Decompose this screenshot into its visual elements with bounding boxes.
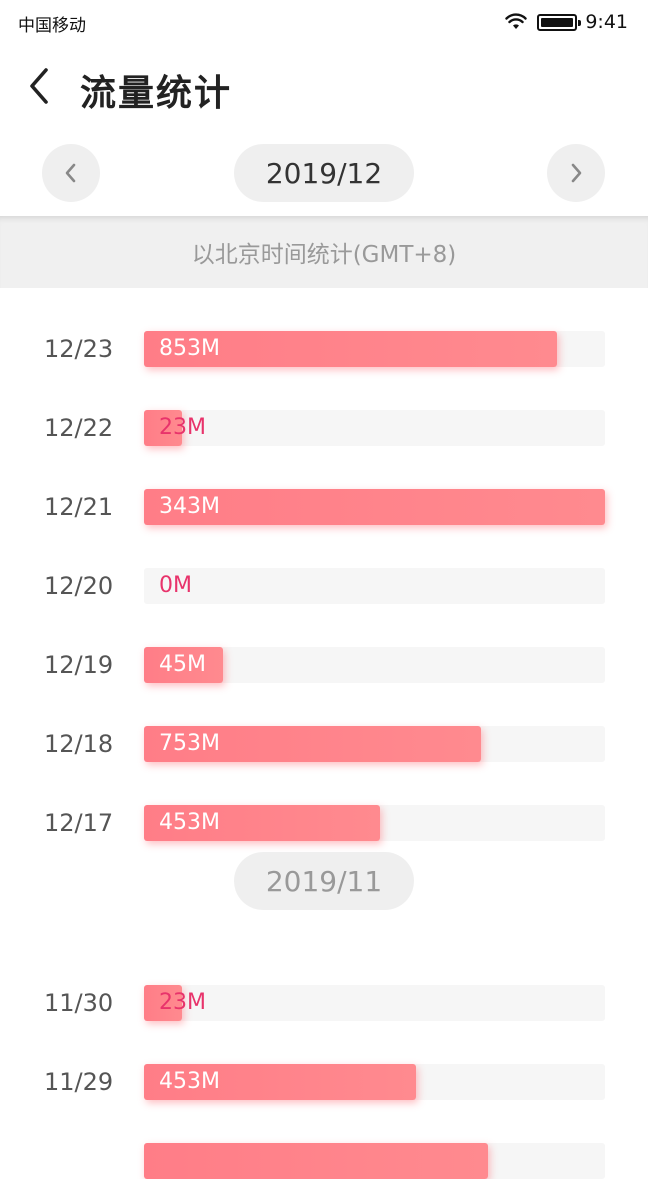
- usage-value: 453M: [159, 810, 220, 835]
- usage-bar-track: 853M: [144, 331, 605, 367]
- usage-bar-fill: [144, 726, 481, 762]
- timezone-note: 以北京时间统计(GMT+8): [0, 216, 648, 288]
- status-icons: 9:41: [505, 9, 628, 35]
- next-month-button[interactable]: [547, 144, 605, 202]
- usage-bar-fill: [144, 410, 182, 446]
- chevron-left-icon: [65, 163, 76, 183]
- usage-value: 23M: [159, 415, 206, 440]
- carrier-label: 中国移动: [18, 16, 86, 36]
- usage-bar-fill: [144, 1064, 416, 1100]
- usage-value: 45M: [159, 652, 206, 677]
- usage-row: [0, 1143, 648, 1179]
- usage-value: 453M: [159, 1069, 220, 1094]
- usage-row: 12/23 853M: [0, 331, 648, 367]
- battery-icon: [537, 13, 582, 31]
- usage-bar-track: 23M: [144, 410, 605, 446]
- usage-row: 11/30 23M: [0, 985, 648, 1021]
- usage-date: 12/18: [44, 730, 114, 758]
- usage-row: 12/20 0M: [0, 568, 648, 604]
- usage-bar-fill: [144, 489, 605, 525]
- usage-bar-track: 453M: [144, 805, 605, 841]
- prev-month-button[interactable]: [42, 144, 100, 202]
- status-time: 9:41: [585, 11, 628, 33]
- page-title: 流量统计: [80, 73, 233, 114]
- current-month-pill[interactable]: 2019/12: [234, 144, 414, 202]
- usage-date: 11/29: [44, 1068, 114, 1096]
- usage-bar-track: 45M: [144, 647, 605, 683]
- usage-bar-fill: [144, 647, 223, 683]
- usage-date: 12/22: [44, 414, 114, 442]
- usage-bar-track: [144, 1143, 605, 1179]
- wifi-icon: [505, 13, 528, 29]
- nav-bar: 流量统计: [0, 50, 648, 126]
- usage-value: 753M: [159, 731, 220, 756]
- usage-bar-track: 753M: [144, 726, 605, 762]
- usage-date: 12/19: [44, 651, 114, 679]
- usage-date: 12/21: [44, 493, 114, 521]
- usage-bar-fill: [144, 985, 182, 1021]
- usage-row: 12/21 343M: [0, 489, 648, 525]
- usage-value: 343M: [159, 494, 220, 519]
- usage-date: 12/23: [44, 335, 114, 363]
- usage-value: 23M: [159, 990, 206, 1015]
- usage-row: 12/17 453M: [0, 805, 648, 841]
- status-bar: 中国移动 9:41: [0, 0, 648, 44]
- month-navigator: 2019/12: [0, 140, 648, 206]
- usage-bar-track: 343M: [144, 489, 605, 525]
- usage-row: 12/18 753M: [0, 726, 648, 762]
- usage-bar-track: 0M: [144, 568, 605, 604]
- chevron-right-icon: [571, 163, 582, 183]
- usage-row: 12/19 45M: [0, 647, 648, 683]
- usage-value: 853M: [159, 336, 220, 361]
- usage-row: 11/29 453M: [0, 1064, 648, 1100]
- usage-date: 11/30: [44, 989, 114, 1017]
- usage-date: 12/20: [44, 572, 114, 600]
- usage-row: 12/22 23M: [0, 410, 648, 446]
- chevron-left-icon: [30, 68, 48, 104]
- back-button[interactable]: [22, 66, 62, 106]
- section-month-pill: 2019/11: [234, 852, 414, 910]
- usage-bar-track: 453M: [144, 1064, 605, 1100]
- usage-bar-fill: [144, 331, 557, 367]
- usage-bar-track: 23M: [144, 985, 605, 1021]
- usage-bar-fill: [144, 1143, 488, 1179]
- usage-date: 12/17: [44, 809, 114, 837]
- usage-bar-fill: [144, 805, 380, 841]
- usage-value: 0M: [159, 573, 192, 598]
